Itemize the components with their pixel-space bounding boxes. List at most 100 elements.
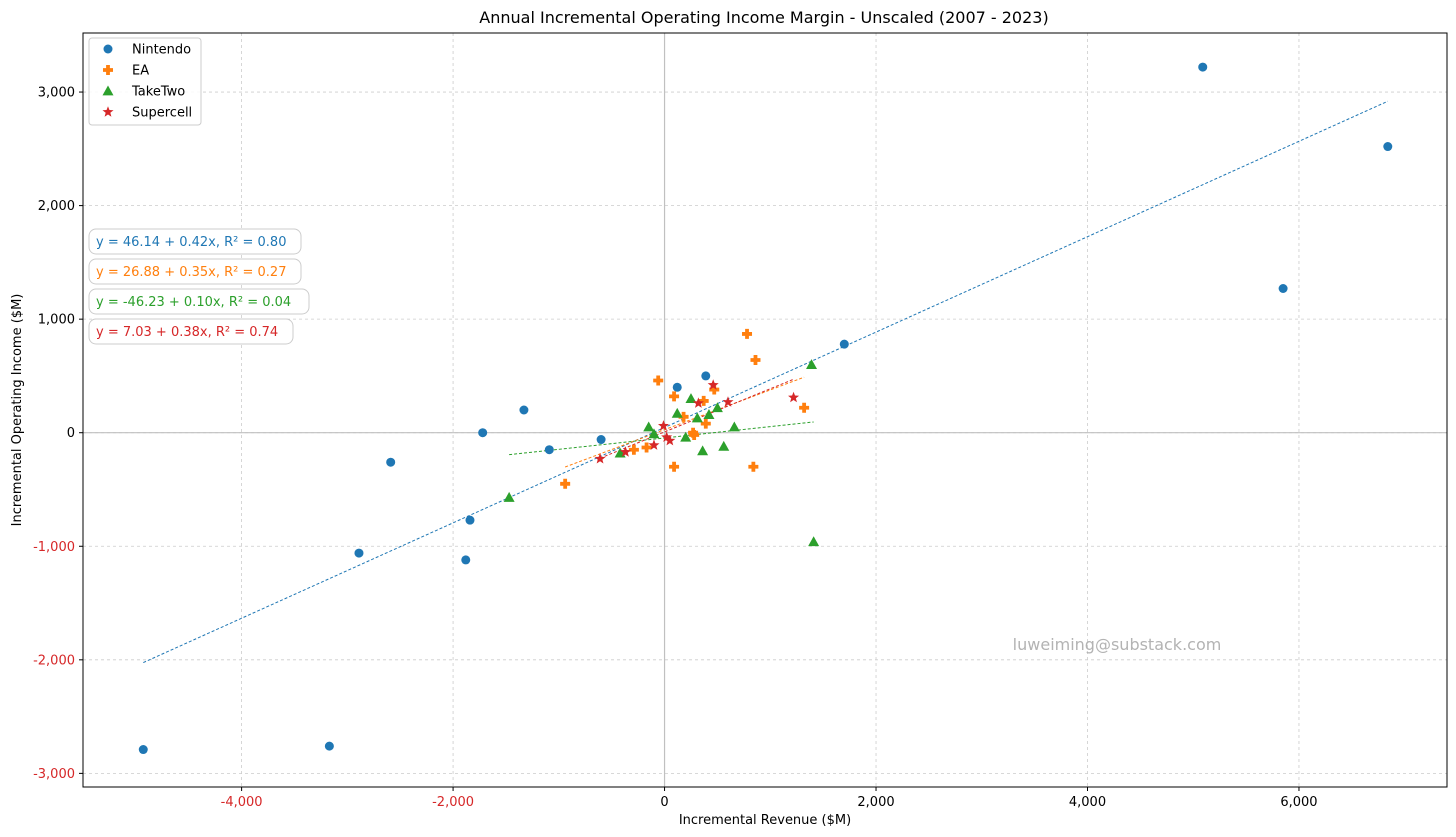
regression-lines xyxy=(143,100,1388,664)
y-tick-label: 3,000 xyxy=(38,86,75,101)
data-point xyxy=(703,409,715,419)
data-point xyxy=(669,461,680,472)
data-point xyxy=(138,745,148,755)
equation-ea: y = 26.88 + 0.35x, R² = 0.27 xyxy=(96,265,286,280)
data-point xyxy=(692,397,704,408)
watermark: luweiming@substack.com xyxy=(1013,635,1222,654)
data-point xyxy=(544,445,554,455)
legend-marker-ea xyxy=(103,65,113,75)
grid xyxy=(83,33,1447,787)
zero-axis-lines xyxy=(83,33,1447,787)
y-tick-label: 1,000 xyxy=(38,313,75,328)
y-tick-label: -1,000 xyxy=(33,540,75,555)
data-point xyxy=(461,555,471,565)
regression-equations: y = 46.14 + 0.42x, R² = 0.80 y = 26.88 + … xyxy=(88,228,310,345)
legend: Nintendo EA TakeTwo Supercell xyxy=(88,37,202,126)
equation-box xyxy=(88,258,302,285)
plot-frame xyxy=(82,32,1448,788)
fit-line-taketwo xyxy=(509,421,814,456)
data-point xyxy=(788,391,800,403)
y-tick-label: 2,000 xyxy=(38,199,75,214)
data-point xyxy=(742,328,753,339)
data-point xyxy=(839,339,849,349)
x-tick-label: -4,000 xyxy=(221,795,263,810)
legend-label-nintendo: Nintendo xyxy=(132,43,191,58)
equation-taketwo: y = -46.23 + 0.10x, R² = 0.04 xyxy=(96,295,291,310)
x-tick-label: -2,000 xyxy=(432,795,474,810)
data-point xyxy=(806,359,818,369)
data-point xyxy=(685,393,697,404)
data-point xyxy=(648,439,660,450)
data-point xyxy=(648,428,660,439)
data-point xyxy=(653,375,664,386)
legend-marker-nintendo xyxy=(103,44,113,54)
y-axis-ticks: -3,000 -2,000 -1,000 0 1,000 2,000 3,000 xyxy=(33,86,83,782)
legend-marker-supercell xyxy=(102,106,114,117)
data-point xyxy=(643,421,655,432)
data-point xyxy=(671,407,683,418)
data-point xyxy=(728,421,740,432)
legend-marker-taketwo xyxy=(102,85,114,96)
equation-box xyxy=(88,318,294,345)
data-point xyxy=(1278,283,1288,293)
x-tick-label: 0 xyxy=(660,795,668,810)
data-point xyxy=(750,355,761,366)
data-point xyxy=(664,434,676,446)
data-point xyxy=(680,431,692,442)
data-point xyxy=(697,445,709,456)
data-point xyxy=(709,384,720,395)
data-point xyxy=(808,536,820,547)
data-point xyxy=(1383,142,1393,152)
x-tick-label: 2,000 xyxy=(857,795,894,810)
data-point xyxy=(799,402,810,413)
data-point xyxy=(1198,62,1208,72)
data-point xyxy=(669,391,680,402)
data-point xyxy=(718,440,730,451)
equation-supercell: y = 7.03 + 0.38x, R² = 0.74 xyxy=(96,325,278,340)
data-point xyxy=(748,461,759,472)
data-points xyxy=(138,62,1393,755)
data-point xyxy=(478,428,488,438)
data-point xyxy=(661,431,673,442)
equation-box xyxy=(88,228,302,255)
data-point xyxy=(678,411,689,422)
data-point xyxy=(594,453,606,464)
legend-label-ea: EA xyxy=(132,64,149,79)
data-point xyxy=(700,418,711,429)
legend-box xyxy=(88,37,202,126)
data-point xyxy=(657,420,670,431)
data-point xyxy=(691,412,703,423)
legend-label-taketwo: TakeTwo xyxy=(131,85,185,100)
data-point xyxy=(465,515,475,525)
data-point xyxy=(722,396,734,407)
data-point xyxy=(619,446,631,457)
data-point xyxy=(689,429,700,440)
series-supercell xyxy=(594,379,800,464)
y-axis-label: Incremental Operating Income ($M) xyxy=(10,294,25,527)
data-point xyxy=(519,405,529,415)
data-point xyxy=(698,395,709,406)
x-axis-ticks: -4,000 -2,000 0 2,000 4,000 6,000 xyxy=(221,787,1318,810)
equation-nintendo: y = 46.14 + 0.42x, R² = 0.80 xyxy=(96,235,286,250)
data-point xyxy=(641,442,652,453)
y-tick-label: 0 xyxy=(67,426,75,441)
y-tick-label: -3,000 xyxy=(33,767,75,782)
x-axis-label: Incremental Revenue ($M) xyxy=(679,813,851,828)
data-point xyxy=(628,444,639,455)
data-point xyxy=(707,379,719,390)
data-point xyxy=(711,402,723,413)
data-point xyxy=(672,382,682,392)
data-point xyxy=(354,548,364,558)
fit-line-ea xyxy=(564,376,805,468)
data-point xyxy=(324,741,334,751)
chart-title: Annual Incremental Operating Income Marg… xyxy=(479,8,1048,27)
equation-box xyxy=(88,288,310,315)
y-tick-label: -2,000 xyxy=(33,653,75,668)
x-tick-label: 6,000 xyxy=(1280,795,1317,810)
series-ea xyxy=(560,328,810,489)
data-point xyxy=(596,435,606,445)
data-point xyxy=(560,478,571,489)
data-point xyxy=(386,457,396,467)
data-point xyxy=(503,491,515,502)
